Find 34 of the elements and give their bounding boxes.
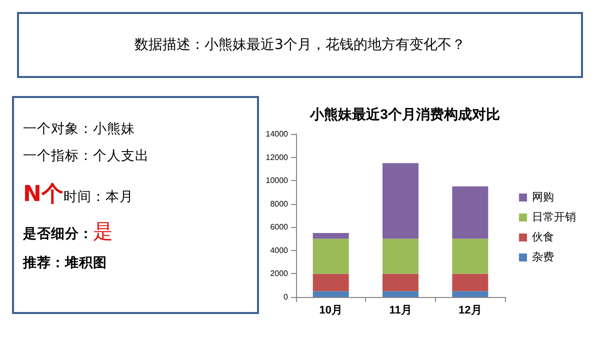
bar [382,238,418,274]
y-tick-label: 12000 [266,152,289,162]
text: 数据描述：小熊妹最近3个月，花钱的地方有变化不？ [17,12,583,78]
legend-label: 杂费 [532,250,554,264]
x-tick-label: 12月 [458,304,482,316]
legend-label: 日常开销 [532,210,576,224]
text: 是否细分：是 [23,218,114,245]
y-tick-label: 0 [284,292,289,302]
bar [452,274,488,292]
bar [382,274,418,292]
chart-title: 小熊妹最近3个月消费构成对比 [309,106,500,122]
text: N个时间：本月 [23,181,134,209]
y-tick-label: 8000 [270,199,289,208]
y-tick-label: 4000 [270,246,289,255]
text: 推荐：堆积图 [23,254,108,272]
bar [452,238,488,274]
bar [312,291,349,297]
x-tick-label: 11月 [389,304,412,316]
bar [452,291,488,297]
legend-label: 伙食 [532,232,554,244]
text: 一个对象：小熊妹 [23,120,136,138]
bar [382,163,418,239]
legend-label: 网购 [532,192,554,204]
bar [452,186,488,239]
bar [312,232,349,239]
y-tick-label: 2000 [270,269,289,278]
text: 一个指标：个人支出 [23,147,150,165]
y-tick-label: 10000 [266,176,289,186]
y-tick-label: 14000 [266,130,289,138]
y-tick-label: 6000 [270,222,289,232]
x-tick-label: 10月 [319,304,342,316]
bar [312,274,349,292]
bar [312,238,349,274]
bar [382,291,418,297]
